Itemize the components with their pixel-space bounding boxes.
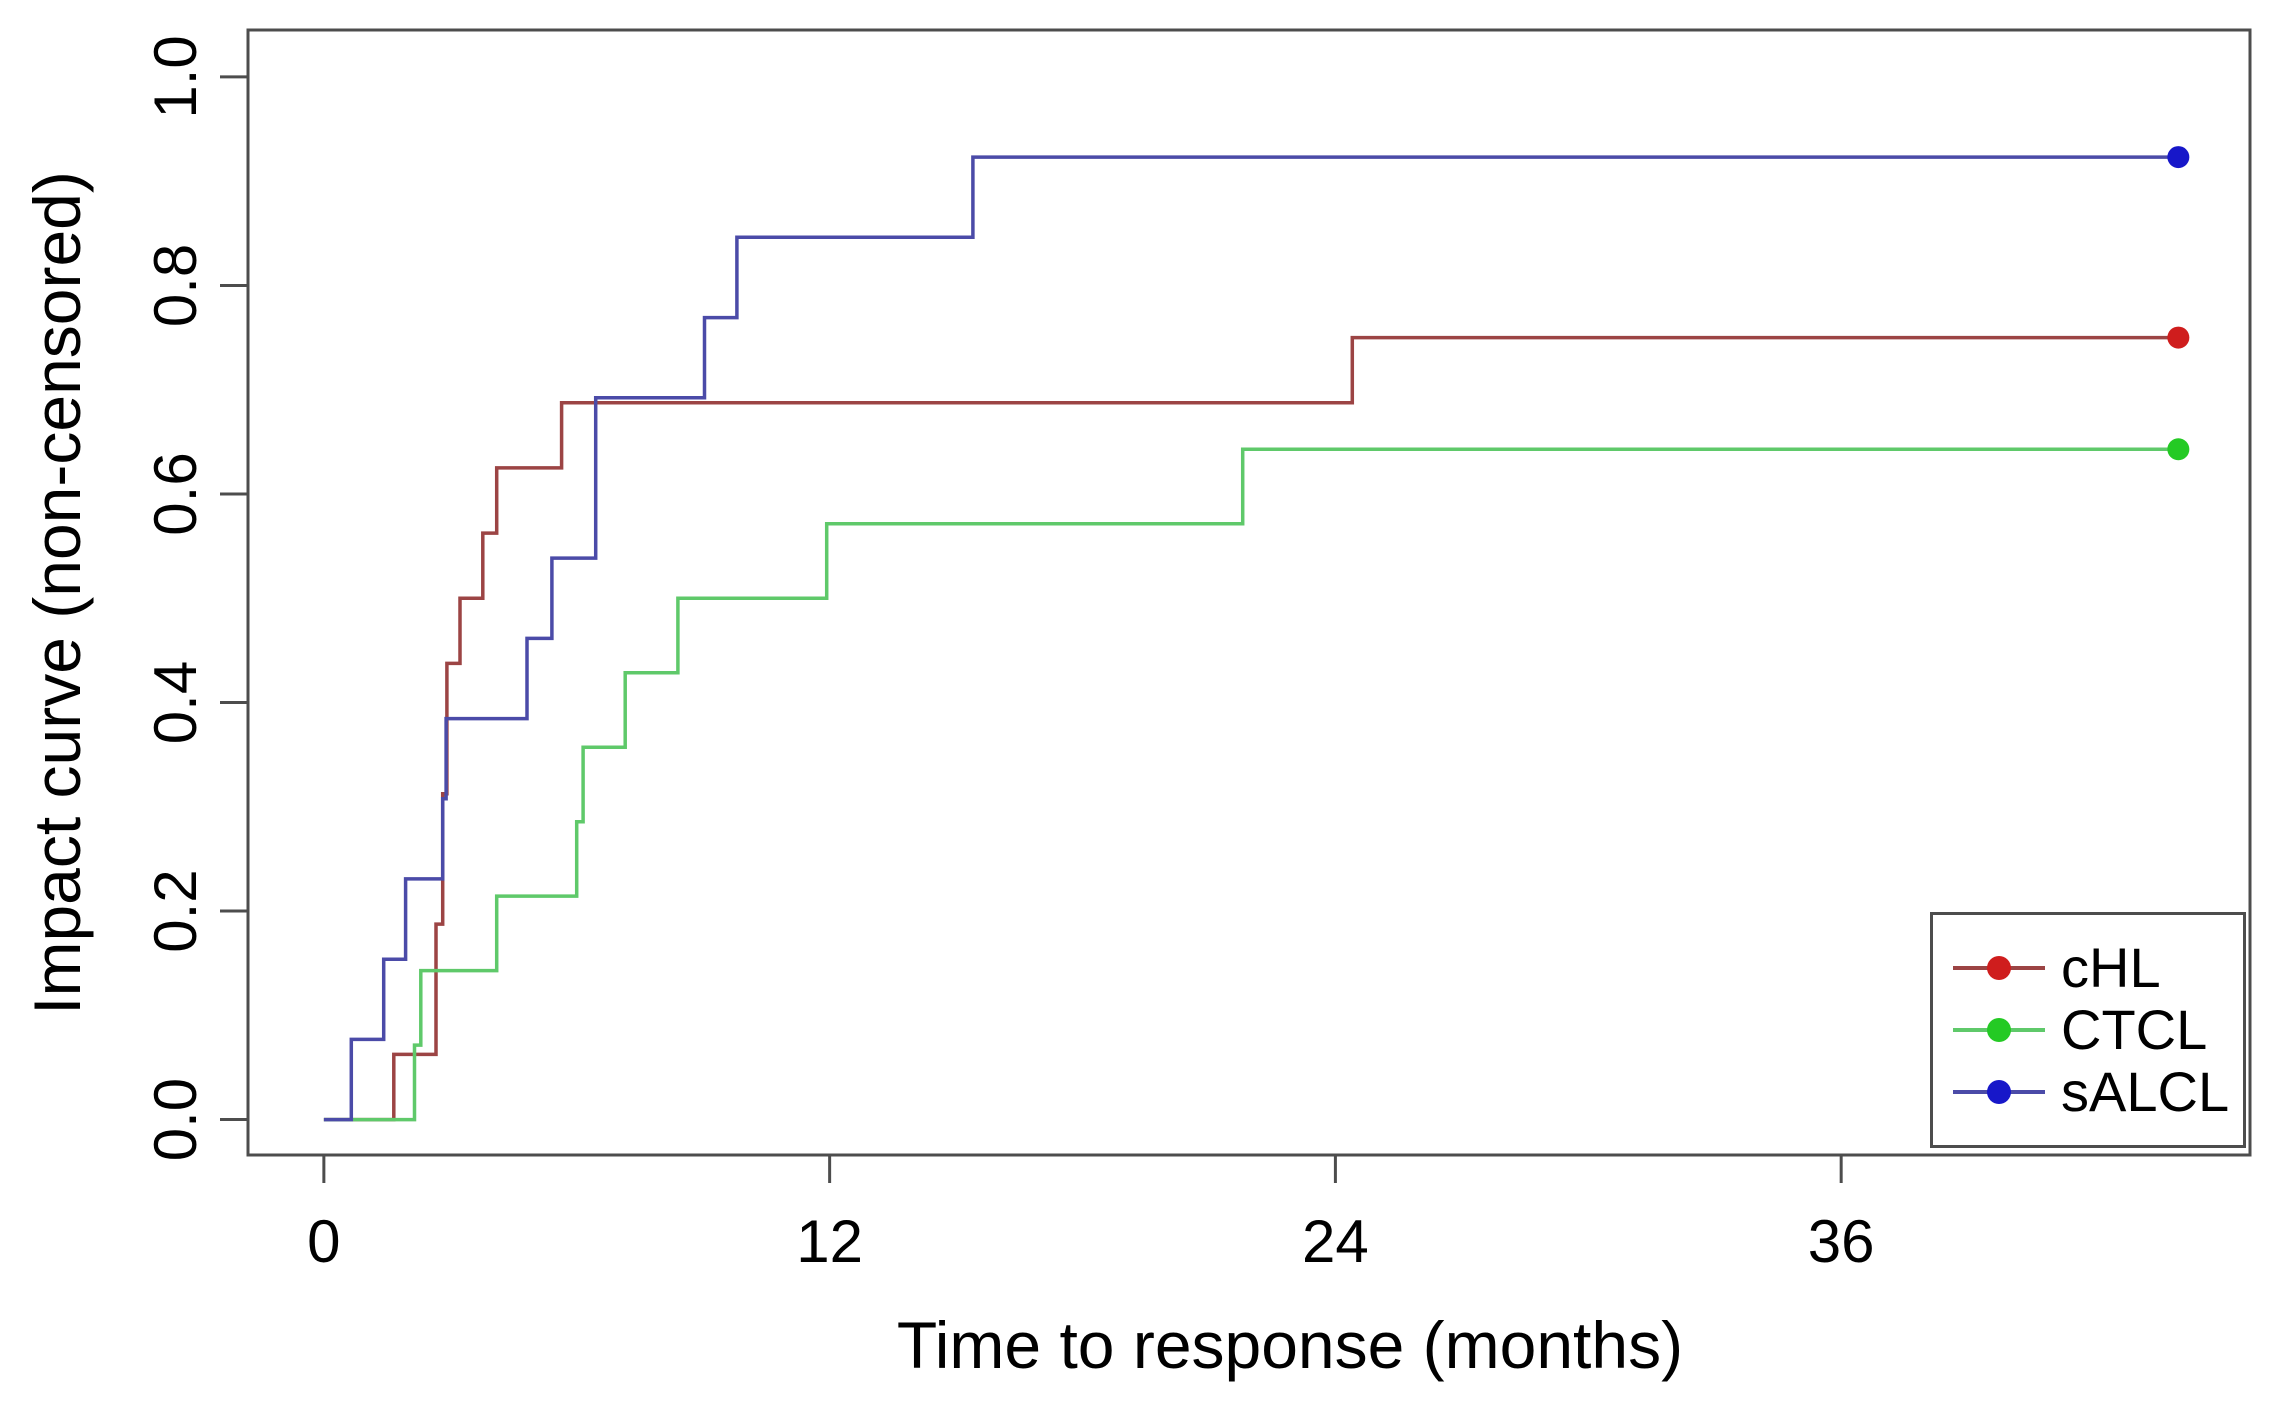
legend-marker-dot xyxy=(1987,956,2011,980)
legend-entry-CTCL: CTCL xyxy=(1953,999,2243,1061)
x-axis-title: Time to response (months) xyxy=(897,1308,1683,1382)
y-axis-title: Impact curve (non-censored) xyxy=(20,171,94,1015)
y-tick-label: 0.8 xyxy=(142,244,209,327)
series-path-cHL xyxy=(323,335,2179,1122)
plot-border xyxy=(246,28,2252,1157)
legend-line-sample xyxy=(1953,956,2045,980)
legend-entry-sALCL: sALCL xyxy=(1953,1061,2243,1123)
x-tick-label: 24 xyxy=(1302,1208,1369,1275)
series-endpoint-sALCL xyxy=(2167,146,2190,169)
y-tick-label: 0.6 xyxy=(142,452,209,535)
legend-entry-cHL: cHL xyxy=(1953,937,2243,999)
y-tick-label: 1.0 xyxy=(142,35,209,118)
y-tick-label: 0.2 xyxy=(142,869,209,952)
legend-label: cHL xyxy=(2061,936,2161,999)
x-tick-label: 0 xyxy=(307,1208,340,1275)
legend-marker-dot xyxy=(1987,1018,2011,1042)
series-path-sALCL xyxy=(323,155,2179,1122)
series-endpoint-CTCL xyxy=(2167,438,2190,461)
legend-line-sample xyxy=(1953,1080,2045,1104)
x-tick-label: 36 xyxy=(1808,1208,1875,1275)
series-endpoint-cHL xyxy=(2167,326,2190,349)
y-tick-label: 0.0 xyxy=(142,1078,209,1161)
series-path-CTCL xyxy=(323,447,2179,1122)
legend-marker-dot xyxy=(1987,1080,2011,1104)
legend-box: cHL CTCL sALCL xyxy=(1930,912,2246,1148)
x-tick-label: 12 xyxy=(796,1208,863,1275)
legend-line-sample xyxy=(1953,1018,2045,1042)
legend-label: CTCL xyxy=(2061,998,2208,1061)
y-tick-label: 0.4 xyxy=(142,661,209,744)
legend-label: sALCL xyxy=(2061,1060,2230,1123)
